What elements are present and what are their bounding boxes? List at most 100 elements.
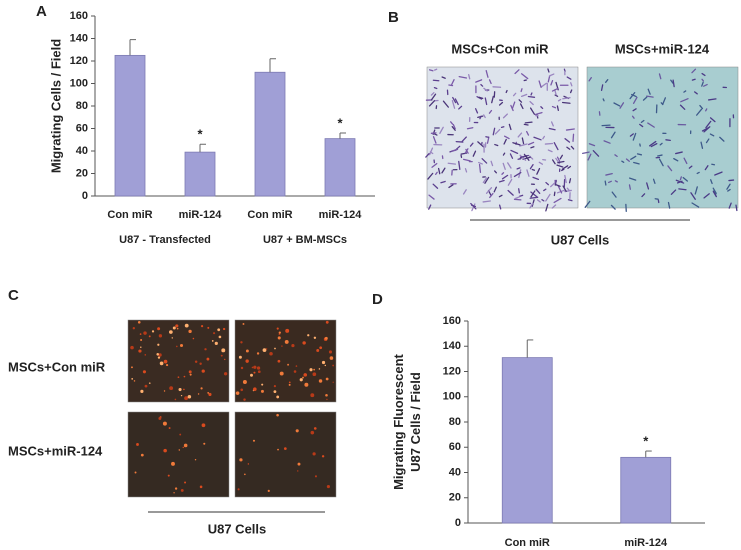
cell: [247, 463, 250, 465]
cell: [321, 360, 326, 365]
cell: [670, 79, 674, 84]
y-tick-label: 80: [449, 416, 461, 428]
cell: [554, 183, 561, 187]
cell: [554, 94, 559, 98]
cell: [557, 98, 562, 102]
cell: [519, 154, 529, 158]
cell: [588, 76, 592, 82]
cell: [167, 474, 170, 477]
cell: [171, 337, 173, 339]
cell: [511, 101, 516, 110]
cell: [735, 204, 738, 212]
cell: [588, 143, 596, 147]
cell: [498, 194, 503, 198]
cell: [279, 371, 284, 376]
cell: [532, 176, 540, 180]
cell: [704, 165, 709, 171]
cell: [572, 133, 575, 142]
cell: [559, 154, 563, 160]
cell: [451, 148, 459, 152]
cell: [486, 136, 490, 144]
cell: [441, 167, 446, 174]
cell: [494, 128, 501, 135]
cell: [326, 398, 328, 401]
cell: [602, 98, 605, 102]
cell: [665, 139, 671, 141]
cell: [608, 180, 612, 184]
caption: U87 Cells: [208, 521, 267, 536]
cell: [165, 364, 169, 367]
cell: [541, 82, 548, 88]
cell: [703, 193, 710, 199]
cell: [224, 358, 226, 361]
bar: [184, 151, 216, 197]
cell: [494, 143, 499, 147]
y-tick-label: 100: [443, 391, 461, 403]
cell: [318, 379, 323, 383]
cell: [552, 159, 556, 165]
x-tick-label: miR-124: [319, 209, 363, 221]
cell: [440, 180, 446, 184]
y-tick-label: 20: [76, 167, 88, 179]
cell: [314, 475, 317, 478]
cell: [462, 189, 467, 195]
cell: [220, 354, 223, 357]
cell: [142, 370, 147, 374]
cell: [526, 130, 530, 136]
cell: [613, 102, 621, 107]
cell: [480, 83, 484, 87]
cell: [158, 334, 163, 338]
cell: [567, 199, 573, 202]
panel-label: B: [388, 9, 399, 26]
cell: [328, 350, 333, 354]
cell: [287, 363, 290, 366]
cell: [611, 191, 617, 198]
cell: [547, 68, 550, 73]
cell: [429, 147, 434, 156]
cell: [148, 382, 151, 384]
cell: [632, 96, 638, 104]
cell: [535, 188, 541, 194]
cell: [312, 372, 317, 377]
cell: [728, 179, 735, 182]
cell: [441, 76, 446, 79]
y-tick-label: 60: [76, 122, 88, 134]
cell: [547, 149, 553, 153]
cell: [157, 343, 160, 346]
cell: [325, 377, 329, 381]
cell: [484, 97, 488, 106]
cell: [556, 105, 559, 111]
cell: [267, 489, 270, 492]
cell: [273, 385, 277, 388]
micrograph: [127, 411, 230, 498]
x-tick-label: Con miR: [107, 209, 152, 221]
bar: [501, 357, 553, 524]
cell: [484, 176, 490, 184]
cell: [435, 171, 438, 176]
cell: [492, 127, 496, 136]
cell: [682, 176, 688, 182]
cell: [502, 113, 508, 119]
cell: [262, 348, 267, 353]
cell: [194, 458, 197, 461]
column-label: MSCs+miR-124: [615, 41, 710, 56]
y-tick-label: 120: [70, 55, 88, 67]
cell: [184, 396, 189, 401]
cell: [662, 97, 667, 106]
cell: [472, 150, 477, 157]
cell: [134, 471, 137, 474]
cell: [276, 395, 280, 399]
cell: [178, 387, 182, 392]
cell: [138, 349, 142, 353]
cell: [140, 346, 142, 348]
cell: [570, 145, 575, 150]
cell: [508, 123, 512, 131]
cell: [466, 127, 474, 130]
cell: [625, 158, 630, 162]
cell: [173, 492, 175, 494]
cell: [605, 172, 613, 176]
cell: [179, 343, 184, 348]
cell: [463, 158, 471, 162]
cell: [189, 373, 192, 376]
cell: [158, 417, 162, 420]
